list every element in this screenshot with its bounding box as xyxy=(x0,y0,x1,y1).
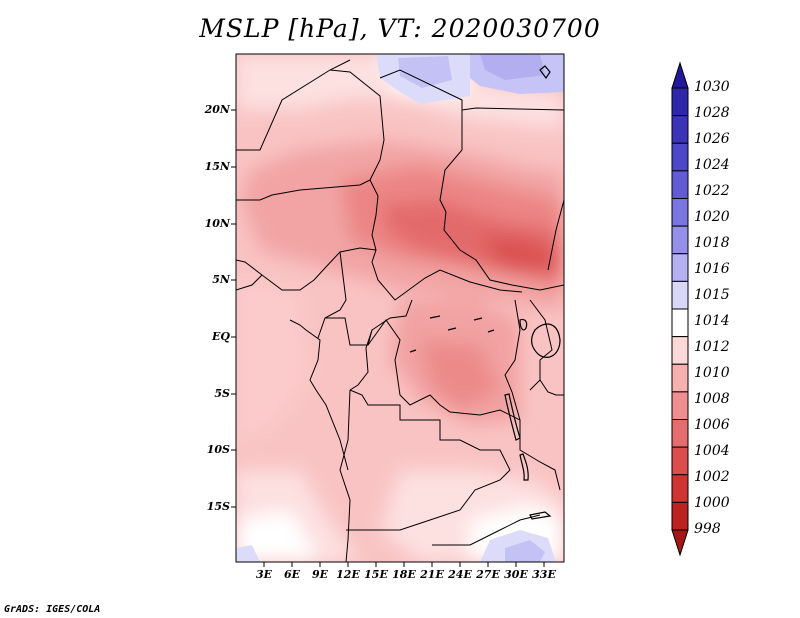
lat-label-10s: 10S xyxy=(206,443,230,456)
borders xyxy=(236,59,564,562)
lat-label-5s: 5S xyxy=(214,387,230,400)
lon-label-9e: 9E xyxy=(311,568,329,581)
lon-label-18e: 18E xyxy=(392,568,416,581)
lon-label-30e: 30E xyxy=(504,568,528,581)
colorbar xyxy=(671,61,689,557)
lakes xyxy=(409,65,561,520)
colorbar-cell xyxy=(671,391,689,420)
colorbar-label-1030: 1030 xyxy=(694,79,730,95)
colorbar-label-1018: 1018 xyxy=(694,235,730,251)
colorbar-top-arrow xyxy=(671,61,689,89)
colorbar-cell xyxy=(671,280,689,310)
lat-label-5n: 5N xyxy=(212,273,230,286)
lat-label-10n: 10N xyxy=(204,217,230,230)
colorbar-cell xyxy=(671,170,689,199)
lon-label-27e: 27E xyxy=(476,568,500,581)
colorbar-cell xyxy=(671,446,689,476)
lat-label-15s: 15S xyxy=(206,500,230,513)
lon-label-15e: 15E xyxy=(364,568,388,581)
lon-label-21e: 21E xyxy=(420,568,444,581)
colorbar-label-1026: 1026 xyxy=(694,131,730,147)
lon-label-12e: 12E xyxy=(336,568,360,581)
colorbar-label-1020: 1020 xyxy=(694,209,730,225)
colorbar-label-1006: 1006 xyxy=(694,417,730,433)
colorbar-bottom-arrow xyxy=(671,529,689,557)
colorbar-cell xyxy=(671,225,689,255)
colorbar-label-1008: 1008 xyxy=(694,391,730,407)
colorbar-cell xyxy=(671,253,689,282)
colorbar-label-1004: 1004 xyxy=(694,443,730,459)
colorbar-label-1015: 1015 xyxy=(694,287,730,303)
colorbar-cell xyxy=(671,87,689,117)
map-title: MSLP [hPa], VT: 2020030700 xyxy=(199,14,601,43)
colorbar-label-1022: 1022 xyxy=(694,183,730,199)
lon-label-33e: 33E xyxy=(532,568,556,581)
lon-label-24e: 24E xyxy=(448,568,472,581)
colorbar-cell xyxy=(671,198,689,227)
colorbar-cell xyxy=(671,363,689,393)
lat-label-15n: 15N xyxy=(204,160,230,173)
colorbar-label-1028: 1028 xyxy=(694,105,730,121)
colorbar-cell xyxy=(671,115,689,144)
colorbar-cell xyxy=(671,419,689,448)
grads-credit: GrADS: IGES/COLA xyxy=(4,604,101,615)
colorbar-label-1016: 1016 xyxy=(694,261,730,277)
map-frame xyxy=(231,53,565,567)
colorbar-cell xyxy=(671,501,689,531)
lon-label-3e: 3E xyxy=(255,568,273,581)
colorbar-cell xyxy=(671,308,689,338)
colorbar-cell xyxy=(671,474,689,503)
colorbar-label-1014: 1014 xyxy=(694,313,730,329)
pressure-field xyxy=(236,54,564,562)
lon-label-6e: 6E xyxy=(283,568,301,581)
colorbar-label-1010: 1010 xyxy=(694,365,730,381)
colorbar-label-1000: 1000 xyxy=(694,495,730,511)
colorbar-label-1012: 1012 xyxy=(694,339,730,355)
colorbar-label-998: 998 xyxy=(694,521,721,537)
lat-label-20n: 20N xyxy=(204,103,230,116)
colorbar-cell xyxy=(671,142,689,172)
lat-label-eq: EQ xyxy=(212,330,230,343)
colorbar-cell xyxy=(671,336,689,365)
colorbar-label-1002: 1002 xyxy=(694,469,730,485)
colorbar-label-1024: 1024 xyxy=(694,157,730,173)
